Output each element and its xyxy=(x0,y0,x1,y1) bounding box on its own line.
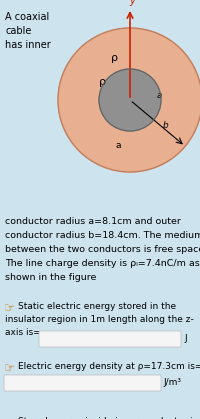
Text: between the two conductors is free space.: between the two conductors is free space… xyxy=(5,245,200,254)
FancyBboxPatch shape xyxy=(4,375,161,391)
Text: The line charge density is ρₗ=7.4nC/m as: The line charge density is ρₗ=7.4nC/m as xyxy=(5,259,200,268)
Circle shape xyxy=(58,28,200,172)
Text: b: b xyxy=(163,121,168,129)
Text: Static electric energy stored in the: Static electric energy stored in the xyxy=(18,302,176,311)
Text: conductor radius a=8.1cm and outer: conductor radius a=8.1cm and outer xyxy=(5,217,181,226)
Text: Stored energy inside inner conductor in: Stored energy inside inner conductor in xyxy=(18,417,198,419)
Text: ρ: ρ xyxy=(110,53,118,63)
Text: J: J xyxy=(184,334,187,343)
Text: ☞: ☞ xyxy=(4,417,15,419)
Text: conductor radius b=18.4cm. The medium: conductor radius b=18.4cm. The medium xyxy=(5,231,200,240)
Text: shown in the figure: shown in the figure xyxy=(5,273,96,282)
Text: ☞: ☞ xyxy=(4,362,15,375)
Text: axis is=: axis is= xyxy=(5,328,41,337)
Text: insulator region in 1m length along the z-: insulator region in 1m length along the … xyxy=(5,315,194,324)
Text: Electric energy density at ρ=17.3cm is=: Electric energy density at ρ=17.3cm is= xyxy=(18,362,200,371)
Text: has inner: has inner xyxy=(5,40,51,50)
Text: A coaxial: A coaxial xyxy=(5,12,49,22)
Circle shape xyxy=(99,69,161,131)
Text: a: a xyxy=(115,142,121,150)
Text: J/m³: J/m³ xyxy=(163,378,181,387)
Text: y: y xyxy=(129,0,135,6)
Text: a: a xyxy=(157,91,162,99)
Text: ρ: ρ xyxy=(98,77,106,87)
Text: cable: cable xyxy=(5,26,31,36)
FancyBboxPatch shape xyxy=(39,331,181,347)
Text: ☞: ☞ xyxy=(4,302,15,315)
